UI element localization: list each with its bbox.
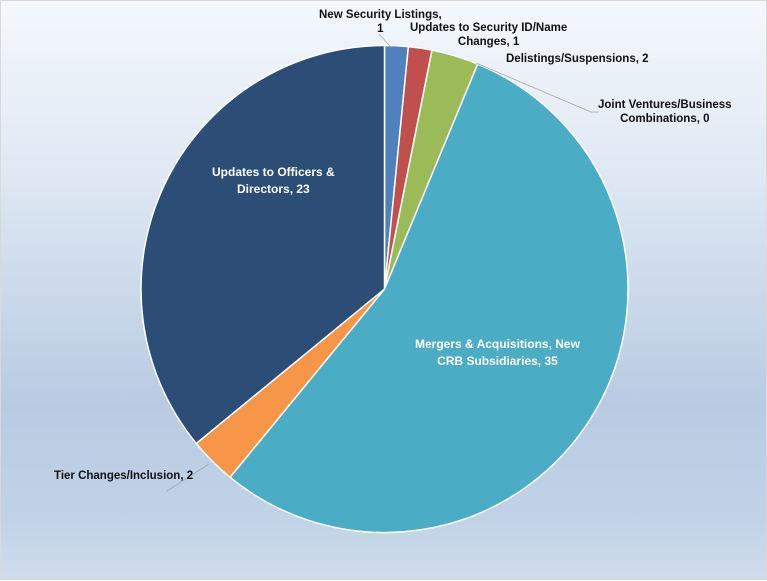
- label-text: Updates to Security ID/Name: [410, 22, 568, 34]
- leader-line-joint-ventures: [475, 62, 599, 113]
- label-updates-security-id: Updates to Security ID/Name Changes, 1: [410, 21, 567, 49]
- label-officers-directors: Updates to Officers & Directors, 23: [212, 164, 335, 198]
- pie-slice-updates-to-officers-directors: [140, 44, 386, 445]
- label-text: Updates to Officers &: [212, 165, 335, 179]
- label-text: CRB Subsidiaries, 35: [437, 354, 558, 368]
- leader-lines: [166, 33, 599, 492]
- label-text: Tier Changes/Inclusion, 2: [54, 470, 194, 482]
- label-text: New Security Listings,: [319, 9, 442, 21]
- leader-line-new-security: [378, 33, 392, 48]
- label-text: Combinations, 0: [620, 113, 710, 125]
- label-text: 1: [377, 23, 384, 35]
- pie-slice-mergers-acquisitions-new-crb-subsidiaries: [229, 63, 629, 534]
- label-text: Mergers & Acquisitions, New: [415, 337, 580, 351]
- label-new-security-listings: New Security Listings, 1: [319, 8, 442, 36]
- label-joint-ventures: Joint Ventures/Business Combinations, 0: [598, 98, 732, 126]
- label-tier-changes: Tier Changes/Inclusion, 2: [54, 469, 193, 483]
- label-text: Directors, 23: [237, 182, 310, 196]
- label-text: Delistings/Suspensions, 2: [506, 53, 649, 65]
- label-delistings: Delistings/Suspensions, 2: [506, 52, 649, 66]
- label-text: Joint Ventures/Business: [598, 99, 732, 111]
- pie-slices: [140, 44, 629, 534]
- label-mergers: Mergers & Acquisitions, New CRB Subsidia…: [415, 336, 580, 370]
- leader-line-tier-changes: [166, 463, 210, 492]
- label-text: Changes, 1: [457, 36, 520, 48]
